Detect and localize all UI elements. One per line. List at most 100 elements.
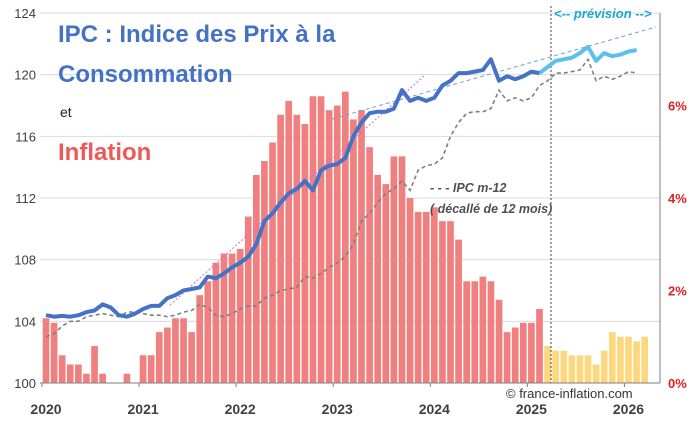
inflation-bar [293, 114, 301, 383]
inflation-bar [91, 346, 98, 383]
inflation-bar [261, 161, 268, 383]
inflation-bar [528, 322, 535, 383]
inflation-forecast-bar [560, 350, 568, 383]
x-tick-label: 2025 [516, 401, 547, 417]
inflation-bar [479, 276, 487, 383]
inflation-forecast-bar [617, 336, 624, 383]
inflation-bar [252, 174, 260, 383]
chart-title-line2: Consommation [58, 61, 233, 88]
inflation-bar [188, 332, 195, 383]
y-right-tick-label: 0% [668, 376, 687, 391]
inflation-bar [66, 364, 74, 383]
inflation-bar [374, 174, 382, 383]
inflation-bar [155, 332, 163, 383]
inflation-bar [366, 147, 373, 383]
inflation-bar [447, 221, 454, 383]
inflation-bar [58, 355, 66, 383]
inflation-bar [180, 318, 187, 383]
inflation-bar [212, 262, 220, 383]
inflation-bar [317, 96, 325, 383]
inflation-bar [341, 91, 349, 383]
m12-legend-line1: - - - IPC m-12 [430, 181, 506, 195]
inflation-bar [42, 318, 50, 383]
y-left-tick-label: 104 [14, 314, 36, 329]
inflation-forecast-bar [608, 332, 616, 383]
x-tick-label: 2022 [225, 401, 256, 417]
inflation-bar [495, 299, 503, 383]
inflation-bar [301, 124, 309, 383]
inflation-bar [390, 156, 398, 383]
credit-text: © france-inflation.com [506, 386, 633, 401]
inflation-bar [398, 156, 406, 383]
inflation-bar [228, 253, 236, 383]
x-tick-label: 2020 [30, 401, 61, 417]
inflation-bar [333, 105, 341, 383]
inflation-bar [236, 248, 244, 383]
inflation-forecast-bar [600, 350, 608, 383]
inflation-bar [414, 211, 422, 383]
y-left-tick-label: 112 [15, 191, 36, 206]
x-tick-label: 2024 [419, 401, 450, 417]
inflation-bar [503, 332, 511, 383]
y-right-tick-label: 2% [668, 284, 687, 299]
inflation-forecast-bar [544, 346, 551, 383]
inflation-bar [455, 239, 462, 383]
inflation-bar [350, 119, 357, 383]
inflation-bar [536, 309, 543, 383]
ipc-line [45, 57, 540, 319]
inflation-bar [204, 281, 212, 383]
inflation-bar [75, 364, 82, 383]
x-tick-label: 2021 [128, 401, 159, 417]
inflation-bar [139, 355, 147, 383]
inflation-bar [358, 110, 365, 383]
y-left-tick-label: 108 [14, 253, 36, 268]
inflation-bar [196, 295, 204, 383]
series-lines [45, 44, 637, 338]
y-left-tick-label: 116 [15, 129, 36, 144]
forecast-label: <-- prévision --> [554, 6, 652, 21]
inflation-bar [430, 207, 438, 383]
inflation-bar [147, 355, 155, 383]
inflation-bar [164, 327, 171, 383]
inflation-bar [99, 373, 106, 383]
inflation-bar [406, 198, 414, 383]
inflation-forecast-bar [584, 355, 592, 383]
y-left-tick-label: 124 [14, 6, 36, 21]
inflation-bar [220, 253, 228, 383]
inflation-forecast-bar [633, 341, 640, 383]
y-right-tick-label: 6% [668, 99, 687, 114]
inflation-forecast-bar [641, 336, 649, 383]
inflation-bar [382, 184, 390, 383]
inflation-forecast-bar [592, 364, 600, 383]
chart-title-line3: Inflation [58, 139, 151, 166]
ipc-m12-line [45, 57, 637, 338]
inflation-bar [244, 216, 252, 383]
trend-dashed-pink [169, 74, 426, 306]
inflation-bar [83, 373, 90, 383]
inflation-bar [471, 281, 479, 383]
inflation-bar [463, 281, 471, 383]
inflation-bar [511, 327, 519, 383]
inflation-bar [277, 114, 284, 383]
grid [40, 12, 660, 384]
inflation-bar [269, 142, 276, 383]
inflation-bar [309, 96, 317, 383]
x-tick-label: 2026 [613, 401, 644, 417]
x-tick-label: 2023 [322, 401, 353, 417]
inflation-forecast-bar [552, 350, 560, 383]
inflation-bar [172, 318, 179, 383]
chart-title-connector: et [60, 104, 72, 120]
m12-legend-line2: ( décallé de 12 mois) [430, 202, 552, 216]
ipc-forecast-line [538, 44, 637, 75]
axes: 100 104 108 112 116 120 124 0% 2% 4% 6% 2020 2021 202… [14, 6, 687, 417]
y-left-tick-label: 100 [14, 376, 36, 391]
y-right-tick-label: 4% [668, 191, 687, 206]
inflation-bar [439, 221, 446, 383]
inflation-bar [123, 373, 131, 383]
inflation-forecast-bar [568, 355, 576, 383]
inflation-bar [325, 110, 333, 383]
inflation-forecast-bar [576, 355, 584, 383]
inflation-bar [285, 100, 293, 383]
inflation-bar [487, 281, 495, 383]
